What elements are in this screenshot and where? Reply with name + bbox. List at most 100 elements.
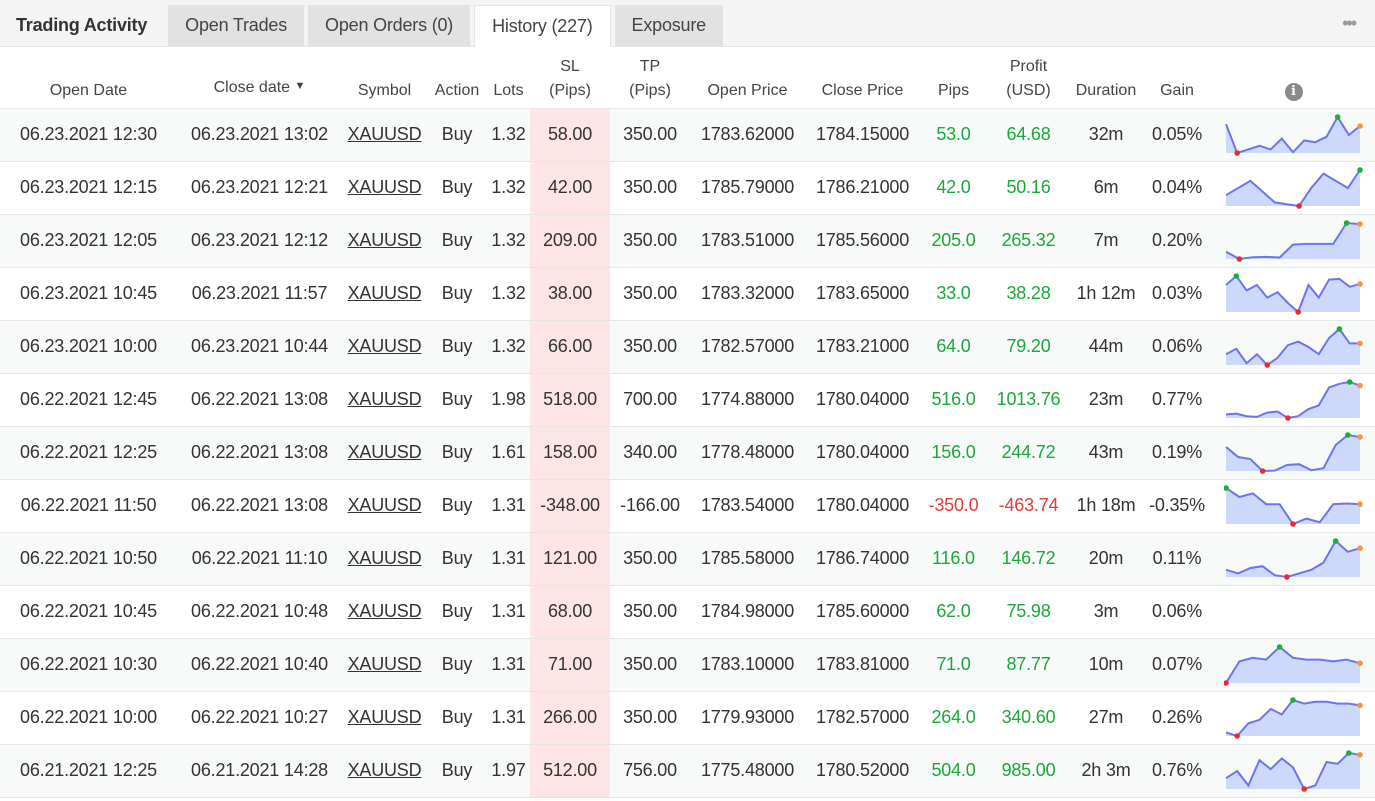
close-price-cell: 1785.56000 xyxy=(805,214,920,268)
col-tp[interactable]: TP (Pips) xyxy=(610,47,690,109)
table-row[interactable]: 06.22.2021 10:00 06.22.2021 10:27 XAUUSD Bu… xyxy=(0,691,1375,745)
sparkline-last-point xyxy=(1356,220,1363,227)
table-row[interactable]: 06.22.2021 10:45 06.22.2021 10:48 XAUUSD Bu… xyxy=(0,585,1375,639)
sl-cell: 42.00 xyxy=(530,161,610,215)
sparkline-max-point xyxy=(1345,749,1352,756)
tp-cell: 756.00 xyxy=(610,744,690,798)
sl-label: SL xyxy=(560,57,580,75)
symbol-cell: XAUUSD xyxy=(342,267,427,321)
action-cell: Buy xyxy=(427,585,487,639)
profit-cell: 340.60 xyxy=(987,691,1070,745)
open-price-cell: 1783.10000 xyxy=(690,638,805,692)
col-action[interactable]: Action xyxy=(427,47,487,109)
info-icon[interactable]: i xyxy=(1284,82,1303,101)
symbol-link[interactable]: XAUUSD xyxy=(347,601,422,621)
gain-cell: 0.03% xyxy=(1142,267,1212,321)
sparkline-cell xyxy=(1212,267,1375,321)
gain-cell: 0.19% xyxy=(1142,426,1212,480)
sparkline-cell xyxy=(1212,214,1375,268)
sparkline-max-point xyxy=(1356,166,1363,173)
duration-cell: 1h 12m xyxy=(1070,267,1142,321)
close-date-cell: 06.22.2021 10:40 xyxy=(177,638,342,692)
tab-open-trades[interactable]: Open Trades xyxy=(168,5,305,46)
symbol-link[interactable]: XAUUSD xyxy=(347,124,422,144)
col-sl[interactable]: SL (Pips) xyxy=(530,47,610,109)
sparkline-cell xyxy=(1212,638,1375,692)
table-row[interactable]: 06.22.2021 10:30 06.22.2021 10:40 XAUUSD Bu… xyxy=(0,638,1375,692)
table-row[interactable]: 06.22.2021 11:50 06.22.2021 13:08 XAUUSD Bu… xyxy=(0,479,1375,533)
sparkline-area xyxy=(1225,116,1360,153)
sl-cell: 38.00 xyxy=(530,267,610,321)
symbol-link[interactable]: XAUUSD xyxy=(347,760,422,780)
close-date-cell: 06.21.2021 14:28 xyxy=(177,744,342,798)
table-row[interactable]: 06.23.2021 12:05 06.23.2021 12:12 XAUUSD Bu… xyxy=(0,214,1375,268)
symbol-link[interactable]: XAUUSD xyxy=(347,495,422,515)
duration-label: Duration xyxy=(1075,81,1137,99)
tab-history[interactable]: History (227) xyxy=(474,5,611,47)
action-cell: Buy xyxy=(427,426,487,480)
col-gain[interactable]: Gain xyxy=(1142,47,1212,109)
table-row[interactable]: 06.22.2021 12:45 06.22.2021 13:08 XAUUSD Bu… xyxy=(0,373,1375,427)
symbol-link[interactable]: XAUUSD xyxy=(347,442,422,462)
table-row[interactable]: 06.23.2021 12:30 06.23.2021 13:02 XAUUSD Bu… xyxy=(0,108,1375,162)
sparkline-max-point xyxy=(1289,696,1296,703)
tp-cell: 350.00 xyxy=(610,267,690,321)
close-price-cell: 1784.15000 xyxy=(805,108,920,162)
more-options-icon[interactable]: ••• xyxy=(1342,13,1357,33)
col-open-date[interactable]: Open Date xyxy=(0,47,177,109)
table-row[interactable]: 06.22.2021 12:25 06.22.2021 13:08 XAUUSD Bu… xyxy=(0,426,1375,480)
col-close-price[interactable]: Close Price xyxy=(805,47,920,109)
gain-cell: 0.05% xyxy=(1142,108,1212,162)
sparkline-area xyxy=(1225,222,1360,259)
col-symbol[interactable]: Symbol xyxy=(342,47,427,109)
tab-exposure[interactable]: Exposure xyxy=(614,5,723,46)
table-row[interactable]: 06.21.2021 12:25 06.21.2021 14:28 XAUUSD Bu… xyxy=(0,744,1375,798)
sparkline-area xyxy=(1225,540,1360,577)
symbol-link[interactable]: XAUUSD xyxy=(347,177,422,197)
sl-cell: 121.00 xyxy=(530,532,610,586)
col-duration[interactable]: Duration xyxy=(1070,47,1142,109)
sparkline-last-point xyxy=(1356,659,1363,666)
close-date-cell: 06.22.2021 13:08 xyxy=(177,373,342,427)
table-row[interactable]: 06.23.2021 10:00 06.23.2021 10:44 XAUUSD Bu… xyxy=(0,320,1375,374)
action-label: Action xyxy=(434,81,480,99)
symbol-link[interactable]: XAUUSD xyxy=(347,230,422,250)
tab-open-orders[interactable]: Open Orders (0) xyxy=(308,5,471,46)
close-price-cell: 1785.60000 xyxy=(805,585,920,639)
lots-cell: 1.32 xyxy=(487,267,530,321)
symbol-link[interactable]: XAUUSD xyxy=(347,548,422,568)
col-open-price[interactable]: Open Price xyxy=(690,47,805,109)
sparkline-last-point xyxy=(1356,122,1363,129)
action-cell: Buy xyxy=(427,373,487,427)
gain-cell: 0.77% xyxy=(1142,373,1212,427)
profit-cell: -463.74 xyxy=(987,479,1070,533)
lots-label: Lots xyxy=(493,81,524,99)
symbol-link[interactable]: XAUUSD xyxy=(347,654,422,674)
table-row[interactable]: 06.23.2021 10:45 06.23.2021 11:57 XAUUSD Bu… xyxy=(0,267,1375,321)
symbol-link[interactable]: XAUUSD xyxy=(347,283,422,303)
open-price-cell: 1782.57000 xyxy=(690,320,805,374)
tp-cell: 350.00 xyxy=(610,108,690,162)
col-lots[interactable]: Lots xyxy=(487,47,530,109)
symbol-link[interactable]: XAUUSD xyxy=(347,336,422,356)
table-row[interactable]: 06.22.2021 10:50 06.22.2021 11:10 XAUUSD Bu… xyxy=(0,532,1375,586)
col-close-date[interactable]: Close date ▼ xyxy=(177,47,342,109)
col-profit[interactable]: Profit (USD) xyxy=(987,47,1070,109)
duration-cell: 6m xyxy=(1070,161,1142,215)
tp-cell: 350.00 xyxy=(610,691,690,745)
table-row[interactable]: 06.23.2021 12:15 06.23.2021 12:21 XAUUSD Bu… xyxy=(0,161,1375,215)
open-price-cell: 1783.62000 xyxy=(690,108,805,162)
symbol-link[interactable]: XAUUSD xyxy=(347,707,422,727)
sl-cell: 58.00 xyxy=(530,108,610,162)
sparkline-chart xyxy=(1225,219,1363,262)
action-cell: Buy xyxy=(427,161,487,215)
sparkline-area xyxy=(1225,434,1360,471)
sparkline-last-point xyxy=(1356,340,1363,346)
profit-cell: 87.77 xyxy=(987,638,1070,692)
symbol-link[interactable]: XAUUSD xyxy=(347,389,422,409)
col-pips[interactable]: Pips xyxy=(920,47,987,109)
sparkline-max-point xyxy=(1334,113,1340,120)
open-price-cell: 1785.58000 xyxy=(690,532,805,586)
sparkline-cell xyxy=(1212,479,1375,533)
sparkline-area xyxy=(1225,328,1360,365)
